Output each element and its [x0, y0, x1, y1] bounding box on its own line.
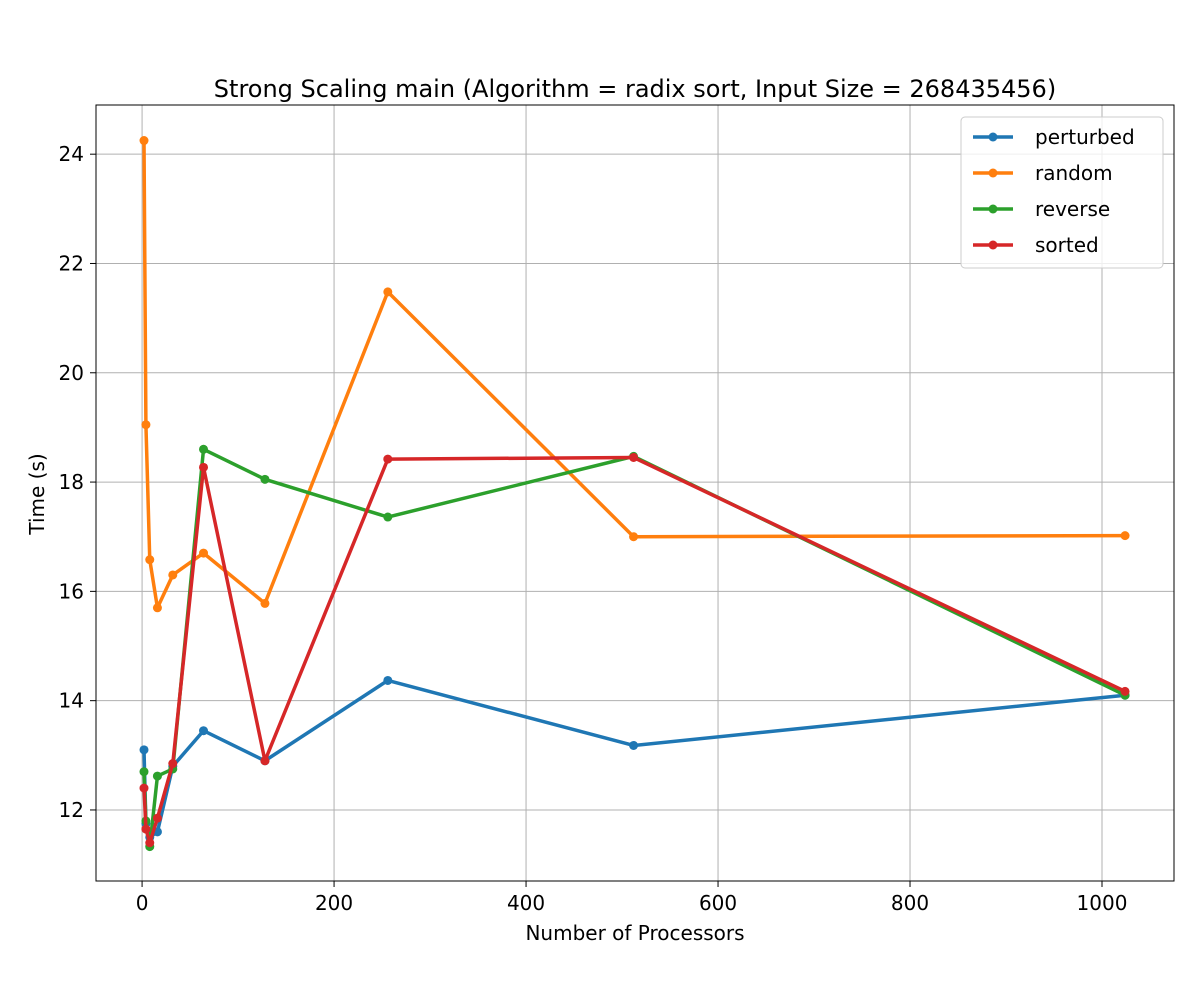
data-point-perturbed [383, 675, 393, 685]
chart-title: Strong Scaling main (Algorithm = radix s… [214, 75, 1056, 103]
data-point-random [141, 420, 151, 430]
data-point-perturbed [139, 745, 149, 755]
data-point-sorted [260, 756, 270, 766]
series-line-random [142, 138, 1127, 610]
data-point-random [199, 548, 209, 558]
data-point-sorted [629, 452, 639, 462]
x-axis-ticks: 0 200 400 600 800 1000 [136, 881, 1128, 915]
legend-label: perturbed [1035, 125, 1135, 149]
data-point-random [152, 603, 162, 613]
data-point-sorted [199, 462, 209, 472]
data-point-random [629, 532, 639, 542]
legend-item-reverse: reverse [973, 197, 1110, 221]
legend-label: sorted [1035, 233, 1099, 257]
legend-box [960, 116, 1164, 269]
data-point-perturbed [629, 740, 639, 750]
legend: perturbed random reverse sorted [960, 116, 1164, 269]
data-point-perturbed [199, 726, 209, 736]
legend-item-perturbed: perturbed [973, 125, 1135, 149]
series-line-reverse [142, 447, 1127, 849]
series-line-perturbed [142, 678, 1127, 840]
x-axis-label: Number of Processors [525, 921, 744, 945]
y-axis-label: Time (s) [25, 453, 49, 535]
data-point-random [139, 136, 149, 146]
data-point-random [168, 570, 178, 580]
y-axis-ticks: 12 14 16 18 20 22 24 [59, 142, 96, 822]
legend-marker [988, 132, 998, 142]
data-point-sorted [141, 824, 151, 834]
data-point-sorted [383, 454, 393, 464]
legend-label: random [1035, 161, 1113, 185]
x-tick-label: 1000 [1077, 891, 1128, 915]
plot-frame [95, 104, 1175, 882]
y-tick-label: 24 [59, 142, 84, 166]
data-point-sorted [145, 838, 155, 848]
data-point-reverse [383, 512, 393, 522]
series-sorted [139, 452, 1130, 848]
legend-item-sorted: sorted [973, 233, 1099, 257]
legend-label: reverse [1035, 197, 1110, 221]
x-tick-label: 400 [507, 891, 545, 915]
series-lines [139, 136, 1130, 852]
series-line-sorted [142, 455, 1127, 845]
x-tick-label: 0 [136, 891, 149, 915]
series-random [139, 136, 1130, 613]
data-point-reverse [152, 771, 162, 781]
x-tick-label: 800 [891, 891, 929, 915]
y-tick-label: 16 [59, 579, 84, 603]
data-point-sorted [1120, 686, 1130, 696]
data-point-random [1120, 531, 1130, 541]
data-point-reverse [139, 767, 149, 777]
data-point-sorted [168, 759, 178, 769]
data-point-sorted [139, 783, 149, 793]
data-point-reverse [260, 474, 270, 484]
legend-marker [988, 240, 998, 250]
y-tick-label: 18 [59, 470, 84, 494]
y-tick-label: 12 [59, 798, 84, 822]
data-point-random [383, 287, 393, 297]
y-tick-label: 14 [59, 689, 84, 713]
legend-item-random: random [973, 161, 1113, 185]
data-point-random [260, 598, 270, 608]
data-point-random [145, 555, 155, 565]
series-reverse [139, 444, 1130, 852]
legend-marker [988, 204, 998, 214]
x-tick-label: 200 [315, 891, 353, 915]
y-tick-label: 22 [59, 251, 84, 275]
legend-marker [988, 168, 998, 178]
y-tick-label: 20 [59, 361, 84, 385]
x-tick-label: 600 [699, 891, 737, 915]
data-point-sorted [152, 813, 162, 823]
data-point-reverse [199, 444, 209, 454]
